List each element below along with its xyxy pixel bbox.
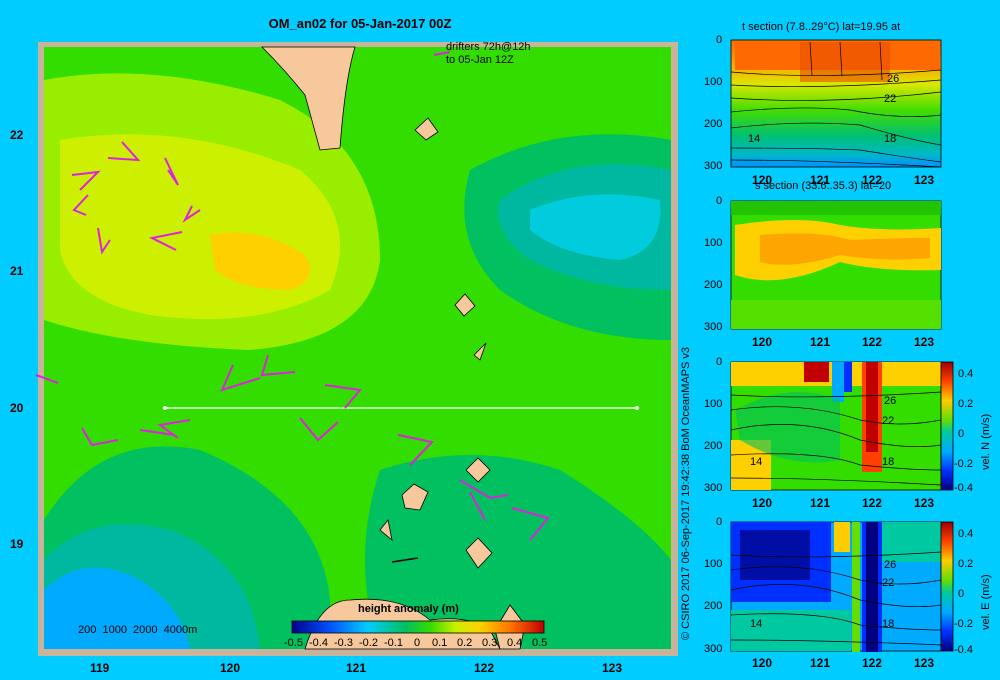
p1-y-tick: 200 xyxy=(704,118,723,130)
depth-legend: 200 1000 2000 4000m xyxy=(78,624,198,636)
p2-y-tick: 100 xyxy=(704,237,723,249)
cbar-tick: 0 xyxy=(414,637,421,649)
drifter-arrows xyxy=(35,51,550,541)
svg-text:22: 22 xyxy=(882,415,894,427)
svg-text:22: 22 xyxy=(884,93,896,105)
s-section-title: s section (33.6..35.3) lat=20 xyxy=(755,180,892,192)
s-section-panel xyxy=(730,200,942,330)
p2-x-tick: 123 xyxy=(914,335,935,349)
vel-n-panel: 26 22 14 18 xyxy=(730,361,942,491)
p4-x-tick: 120 xyxy=(752,656,773,670)
drifter-note-1: drifters 72h@12h xyxy=(446,41,531,53)
cbar-tick: -0.4 xyxy=(309,637,328,649)
cbar-tick: -0.2 xyxy=(359,637,378,649)
p2-x-tick: 122 xyxy=(862,335,883,349)
p4-y-tick: 0 xyxy=(716,516,723,528)
svg-text:14: 14 xyxy=(750,456,762,468)
p3-cbar-label: vel. N (m/s) xyxy=(980,413,992,470)
p3-x-tick: 120 xyxy=(752,496,773,510)
p1-y-tick: 0 xyxy=(716,34,723,46)
cbar-tick: -0.5 xyxy=(284,637,303,649)
p3-y-tick: 300 xyxy=(704,482,723,494)
svg-text:18: 18 xyxy=(884,133,896,145)
p4-x-tick: 122 xyxy=(862,656,883,670)
y-tick: 19 xyxy=(10,537,24,551)
y-tick: 20 xyxy=(10,401,24,415)
p3-cbar-tick: -0.2 xyxy=(954,458,973,470)
svg-text:14: 14 xyxy=(748,133,760,145)
vel-e-colorbar xyxy=(940,521,954,652)
colorbar-label: height anomaly (m) xyxy=(358,603,459,615)
p3-x-tick: 122 xyxy=(862,496,883,510)
chart-title: OM_an02 for 05-Jan-2017 00Z xyxy=(268,16,452,31)
vel-e-panel: 26 22 14 18 xyxy=(730,521,942,652)
p3-cbar-tick: -0.4 xyxy=(954,482,973,494)
p3-y-tick: 100 xyxy=(704,398,723,410)
svg-text:18: 18 xyxy=(882,618,894,630)
cbar-tick: 0.5 xyxy=(532,637,548,649)
p4-cbar-tick: 0.2 xyxy=(958,558,974,570)
p2-x-tick: 120 xyxy=(752,335,773,349)
p4-cbar-tick: 0.4 xyxy=(958,528,974,540)
cbar-tick: 0.3 xyxy=(482,637,498,649)
svg-text:26: 26 xyxy=(884,395,896,407)
main-map xyxy=(35,42,678,656)
x-tick: 121 xyxy=(346,661,367,675)
p3-x-tick: 121 xyxy=(810,496,831,510)
p3-cbar-tick: 0.4 xyxy=(958,368,974,380)
x-tick: 122 xyxy=(474,661,495,675)
cbar-tick: -0.3 xyxy=(334,637,353,649)
p1-x-tick: 123 xyxy=(914,173,935,187)
p4-y-tick: 200 xyxy=(704,600,723,612)
svg-text:18: 18 xyxy=(882,456,894,468)
p1-x-tick: 122 xyxy=(862,173,883,187)
p3-x-tick: 123 xyxy=(914,496,935,510)
cbar-tick: -0.1 xyxy=(384,637,403,649)
p3-cbar-tick: 0.2 xyxy=(958,398,974,410)
p4-x-tick: 123 xyxy=(914,656,935,670)
cbar-tick: 0.4 xyxy=(507,637,523,649)
p4-x-tick: 121 xyxy=(810,656,831,670)
p1-y-tick: 100 xyxy=(704,76,723,88)
p1-x-tick: 120 xyxy=(752,173,773,187)
p3-y-tick: 200 xyxy=(704,440,723,452)
p4-cbar-tick: 0 xyxy=(958,588,965,600)
p2-y-tick: 200 xyxy=(704,279,723,291)
x-tick: 119 xyxy=(90,661,110,675)
y-tick: 22 xyxy=(10,128,24,142)
svg-text:22: 22 xyxy=(882,577,894,589)
svg-text:14: 14 xyxy=(750,618,762,630)
p1-y-tick: 300 xyxy=(704,160,723,172)
p4-cbar-tick: -0.4 xyxy=(954,644,973,656)
p4-y-tick: 300 xyxy=(704,643,723,655)
vel-n-colorbar xyxy=(940,361,954,491)
svg-text:26: 26 xyxy=(887,73,899,85)
p3-cbar-tick: 0 xyxy=(958,428,965,440)
credit-text: © CSIRO 2017 06-Sep-2017 19:42:38 BoM Oc… xyxy=(680,346,692,640)
p4-cbar-label: vel. E (m/s) xyxy=(980,574,992,630)
p2-y-tick: 300 xyxy=(704,321,723,333)
x-tick: 120 xyxy=(220,661,241,675)
p1-x-tick: 121 xyxy=(810,173,831,187)
p2-y-tick: 0 xyxy=(716,195,723,207)
y-tick: 21 xyxy=(10,264,24,278)
p4-y-tick: 100 xyxy=(704,558,723,570)
x-tick: 123 xyxy=(602,661,623,675)
t-section-panel: 26 22 14 18 xyxy=(730,39,942,168)
p2-x-tick: 121 xyxy=(810,335,831,349)
drifter-note-2: to 05-Jan 12Z xyxy=(446,54,514,66)
p3-y-tick: 0 xyxy=(716,356,723,368)
t-section-title: t section (7.8..29°C) lat=19.95 at xyxy=(742,21,901,33)
cbar-tick: 0.1 xyxy=(432,637,448,649)
cbar-tick: 0.2 xyxy=(457,637,473,649)
p4-cbar-tick: -0.2 xyxy=(954,618,973,630)
svg-text:26: 26 xyxy=(884,559,896,571)
main-colorbar xyxy=(291,620,545,634)
